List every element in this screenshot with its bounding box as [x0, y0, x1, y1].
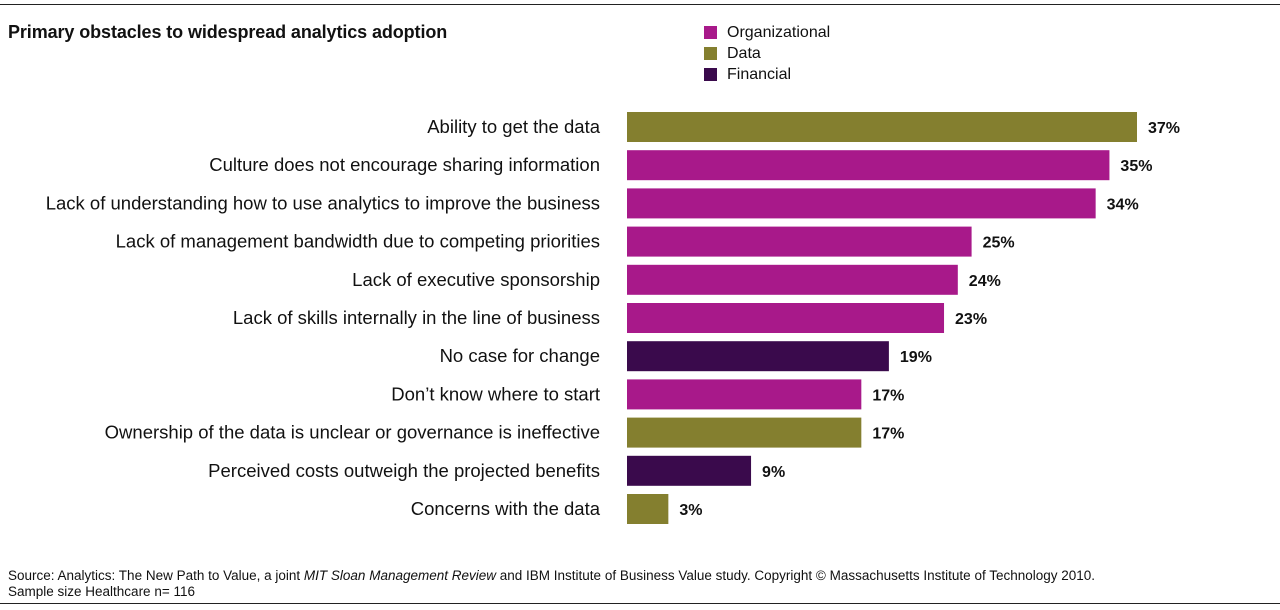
bottom-rule	[0, 603, 1280, 604]
bar-chart: Ability to get the data 37% Culture does n…	[46, 112, 1180, 524]
legend: Organizational Data Financial	[704, 22, 830, 85]
value-label: 35%	[1120, 158, 1152, 175]
bar	[627, 341, 889, 372]
top-rule	[0, 4, 1280, 5]
value-label: 24%	[969, 273, 1001, 290]
category-label: Ability to get the data	[427, 116, 600, 137]
legend-item-organizational: Organizational	[704, 22, 830, 43]
category-label: Ownership of the data is unclear or gove…	[105, 422, 600, 443]
category-label: Concerns with the data	[411, 498, 601, 519]
value-label: 19%	[900, 349, 932, 366]
value-label: 17%	[872, 426, 904, 443]
category-label: Perceived costs outweigh the projected b…	[208, 460, 600, 481]
value-label: 25%	[983, 235, 1015, 252]
source-prefix: Source: Analytics: The New Path to Value…	[8, 568, 304, 583]
value-label: 17%	[872, 387, 904, 404]
chart-title: Primary obstacles to widespread analytic…	[8, 22, 448, 42]
source-suffix: and IBM Institute of Business Value stud…	[496, 568, 1096, 583]
bar	[627, 379, 862, 410]
bar	[627, 264, 958, 295]
bar	[627, 188, 1096, 219]
category-label: Lack of executive sponsorship	[352, 269, 600, 290]
legend-swatch-financial	[704, 68, 717, 81]
sample-size: Sample size Healthcare n= 116	[8, 584, 195, 599]
bar	[627, 417, 862, 448]
legend-swatch-data	[704, 47, 717, 60]
legend-item-data: Data	[704, 43, 830, 64]
legend-label-organizational: Organizational	[727, 23, 831, 41]
legend-item-financial: Financial	[704, 64, 830, 85]
value-label: 37%	[1148, 120, 1180, 137]
bar	[627, 226, 972, 257]
legend-label-financial: Financial	[727, 65, 792, 83]
category-label: Lack of skills internally in the line of…	[233, 307, 600, 328]
legend-swatch-organizational	[704, 26, 717, 39]
bar	[627, 112, 1137, 142]
category-label: Don’t know where to start	[391, 383, 600, 404]
category-label: No case for change	[440, 345, 600, 366]
source-line: Source: Analytics: The New Path to Value…	[8, 568, 1095, 584]
category-label: Lack of management bandwidth due to comp…	[116, 231, 600, 252]
legend-label-data: Data	[727, 44, 761, 62]
value-label: 34%	[1107, 196, 1139, 213]
value-label: 3%	[679, 502, 702, 519]
source-journal: MIT Sloan Management Review	[303, 568, 497, 583]
source-footer: Source: Analytics: The New Path to Value…	[8, 568, 1095, 600]
value-label: 9%	[762, 464, 785, 481]
bar	[627, 150, 1110, 181]
bar	[627, 303, 945, 333]
value-label: 23%	[955, 311, 987, 328]
bar	[627, 494, 669, 524]
category-label: Lack of understanding how to use analyti…	[46, 192, 600, 213]
bar	[627, 455, 752, 486]
category-label: Culture does not encourage sharing infor…	[209, 154, 600, 175]
